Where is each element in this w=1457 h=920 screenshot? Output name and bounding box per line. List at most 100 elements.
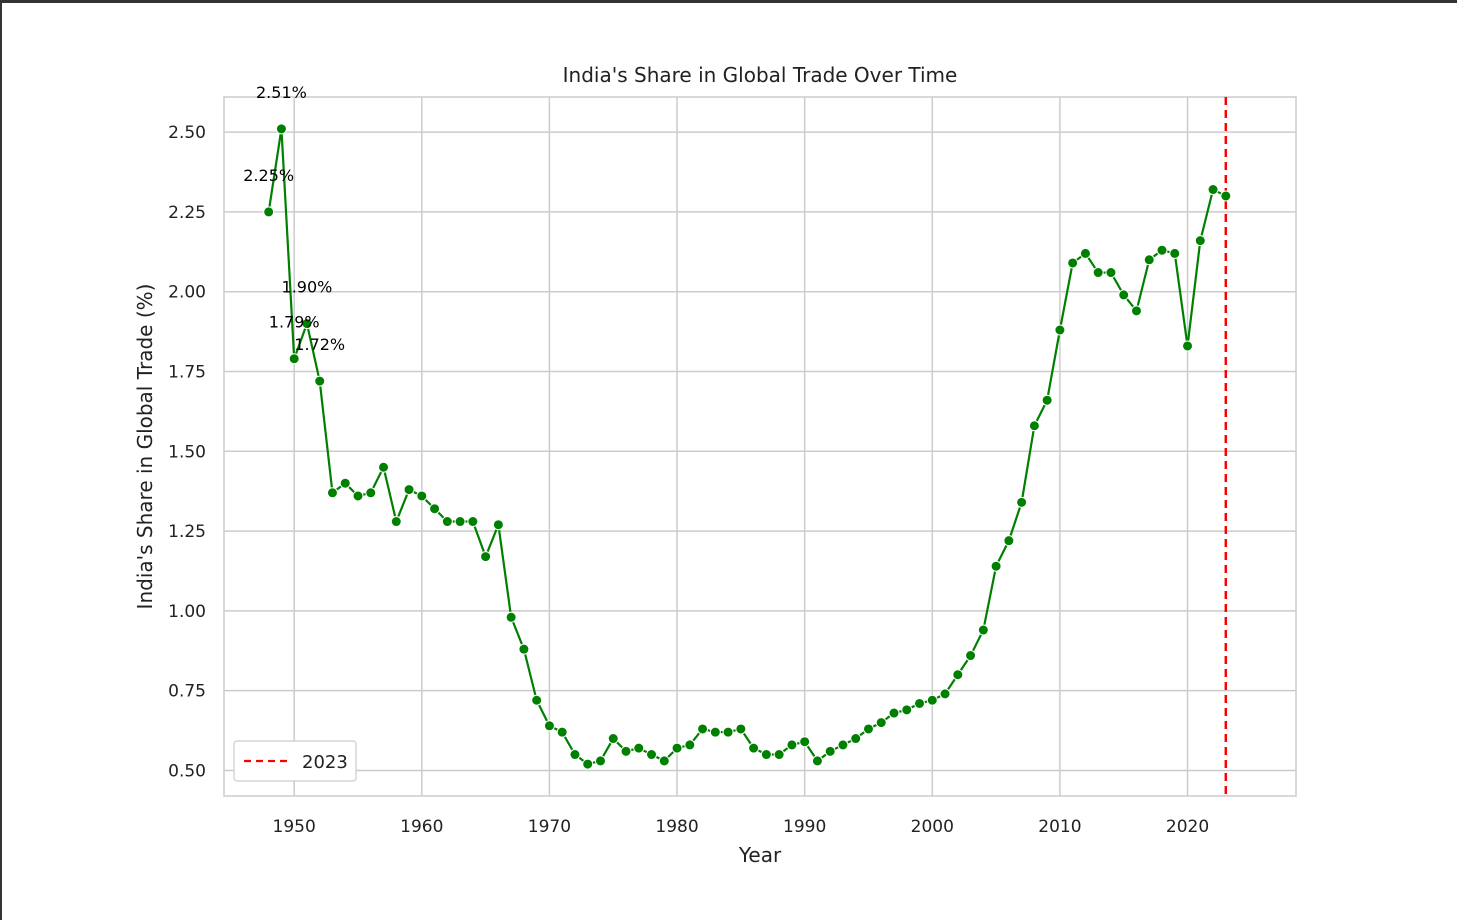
y-tick-label-2.00: 2.00: [168, 283, 206, 303]
data-point-2000: [926, 694, 938, 706]
data-point-1988: [773, 749, 785, 761]
data-point-1980: [671, 742, 683, 754]
data-point-1979: [658, 755, 670, 767]
annotation-1948: 2.25%: [243, 166, 294, 185]
x-tick-label-1970: 1970: [528, 817, 571, 837]
data-point-2019: [1169, 247, 1181, 259]
data-point-1977: [633, 742, 645, 754]
data-point-1983: [709, 726, 721, 738]
data-point-1950: [288, 353, 300, 365]
data-point-1960: [416, 490, 428, 502]
legend-label-2023: 2023: [302, 752, 348, 773]
x-tick-label-2020: 2020: [1166, 817, 1209, 837]
data-point-2020: [1182, 340, 1194, 352]
data-annotations: 2.25% 2.51% 1.79% 1.90% 1.72%: [243, 83, 345, 354]
data-point-2008: [1028, 420, 1040, 432]
data-point-1986: [748, 742, 760, 754]
data-point-2002: [952, 669, 964, 681]
data-point-2013: [1092, 267, 1104, 279]
grid-vertical: [293, 97, 1189, 796]
y-tick-label-2.50: 2.50: [168, 123, 206, 143]
data-point-2023: [1220, 190, 1232, 202]
y-tick-labels: 0.50 0.75 1.00 1.25 1.50 1.75 2.00 2.25 2.50: [168, 123, 206, 781]
data-point-1993: [837, 739, 849, 751]
data-point-2007: [1016, 496, 1028, 508]
data-point-1976: [620, 745, 632, 757]
data-point-1948: [263, 206, 275, 218]
annotation-1949: 2.51%: [256, 83, 307, 102]
data-point-1974: [594, 755, 606, 767]
y-tick-label-0.50: 0.50: [168, 761, 206, 781]
data-point-2003: [965, 650, 977, 662]
data-point-1969: [531, 694, 543, 706]
data-point-1952: [314, 375, 326, 387]
data-point-2005: [990, 560, 1002, 572]
x-tick-label-2010: 2010: [1038, 817, 1081, 837]
data-point-1999: [914, 697, 926, 709]
x-tick-label-1960: 1960: [400, 817, 443, 837]
data-point-2014: [1105, 267, 1117, 279]
annotation-1951: 1.90%: [282, 278, 333, 297]
grid-horizontal: [224, 131, 1296, 772]
data-point-1985: [735, 723, 747, 735]
chart-title: India's Share in Global Trade Over Time: [563, 63, 958, 87]
data-point-2017: [1143, 254, 1155, 266]
data-point-1971: [556, 726, 568, 738]
data-point-1998: [901, 704, 913, 716]
data-point-2006: [1003, 535, 1015, 547]
data-point-1954: [339, 477, 351, 489]
legend-box: [233, 740, 357, 782]
y-tick-label-2.25: 2.25: [168, 203, 206, 223]
data-point-1962: [441, 516, 453, 528]
data-point-1959: [403, 484, 415, 496]
data-point-1970: [543, 720, 555, 732]
data-point-1964: [467, 516, 479, 528]
data-point-1957: [378, 461, 390, 473]
data-point-1956: [365, 487, 377, 499]
y-tick-label-0.75: 0.75: [168, 682, 206, 702]
data-point-1978: [646, 749, 658, 761]
x-tick-label-2000: 2000: [911, 817, 954, 837]
data-point-2022: [1207, 184, 1219, 196]
x-tick-label-1990: 1990: [783, 817, 826, 837]
data-point-1984: [722, 726, 734, 738]
data-point-2018: [1156, 244, 1168, 256]
data-point-1996: [875, 717, 887, 729]
data-point-2011: [1067, 257, 1079, 269]
data-point-1955: [352, 490, 364, 502]
x-axis-label: Year: [738, 843, 782, 867]
x-tick-labels: 1950 1960 1970 1980 1990 2000 2010 2020: [273, 817, 1210, 837]
data-point-1953: [326, 487, 338, 499]
data-point-1981: [684, 739, 696, 751]
data-point-1958: [390, 516, 402, 528]
data-point-2009: [1041, 394, 1053, 406]
data-point-1987: [760, 749, 772, 761]
data-point-1961: [429, 503, 441, 515]
data-point-1973: [582, 758, 594, 770]
data-point-1982: [697, 723, 709, 735]
data-point-1994: [850, 733, 862, 745]
y-tick-label-1.25: 1.25: [168, 522, 206, 542]
data-point-1991: [811, 755, 823, 767]
data-point-2015: [1118, 289, 1130, 301]
data-point-1949: [275, 123, 287, 135]
data-point-1975: [607, 733, 619, 745]
data-point-2001: [939, 688, 951, 700]
data-point-1989: [786, 739, 798, 751]
data-point-1963: [454, 516, 466, 528]
data-point-1967: [505, 611, 517, 623]
x-tick-label-1950: 1950: [273, 817, 316, 837]
data-point-1966: [492, 519, 504, 531]
data-point-1997: [888, 707, 900, 719]
series-line: [267, 128, 1227, 766]
data-point-2021: [1194, 235, 1206, 247]
data-point-2012: [1079, 247, 1091, 259]
y-tick-label-1.00: 1.00: [168, 602, 206, 622]
data-point-1951: [301, 318, 313, 330]
legend: 2023: [233, 740, 357, 782]
data-point-1992: [824, 745, 836, 757]
annotation-1952: 1.72%: [294, 335, 345, 354]
data-point-2010: [1054, 324, 1066, 336]
plot-area-border: [223, 96, 1297, 797]
